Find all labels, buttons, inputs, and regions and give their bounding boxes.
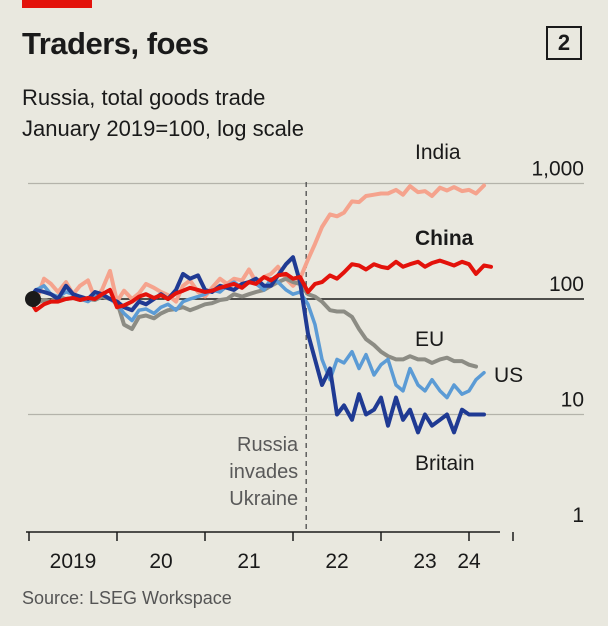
x-axis: 2019 20 21 22 23 24 xyxy=(26,531,514,573)
invasion-label-line: Russia xyxy=(237,434,299,456)
series-label-china: China xyxy=(415,227,474,250)
series-label-us: US xyxy=(494,364,523,387)
x-tick-label: 24 xyxy=(457,550,481,573)
invasion-label-line: Ukraine xyxy=(229,488,298,510)
series-label-india: India xyxy=(415,141,461,164)
chart-subtitle: Russia, total goods trade January 2019=1… xyxy=(22,82,304,144)
series-label-britain: Britain xyxy=(415,452,475,475)
series-line-china xyxy=(27,258,493,313)
x-tick-label: 23 xyxy=(413,550,436,573)
x-tick-label: 22 xyxy=(325,550,348,573)
x-tick-label: 2019 xyxy=(50,550,97,573)
chart-number-badge: 2 xyxy=(546,26,582,60)
source-note: Source: LSEG Workspace xyxy=(22,588,232,608)
brand-bar xyxy=(22,0,92,8)
series-labels: India China EU US Britain xyxy=(415,141,523,475)
x-tick-label: 21 xyxy=(237,550,260,573)
y-tick-label: 100 xyxy=(549,273,584,296)
series-line-britain xyxy=(27,255,486,435)
chart-title: Traders, foes xyxy=(22,26,209,61)
y-tick-label: 1 xyxy=(572,504,584,527)
invasion-marker: Russia invades Ukraine xyxy=(229,182,307,532)
y-tick-label: 1,000 xyxy=(531,158,584,181)
subtitle-line-2: January 2019=100, log scale xyxy=(22,116,304,141)
x-tick-label: 20 xyxy=(149,550,172,573)
invasion-label-line: invades xyxy=(229,461,298,483)
y-tick-label: 10 xyxy=(561,389,584,412)
series-label-eu: EU xyxy=(415,328,444,351)
y-axis-tick-labels: 1 10 100 1,000 xyxy=(531,158,584,528)
start-point-marker xyxy=(25,291,41,307)
subtitle-line-1: Russia, total goods trade xyxy=(22,85,266,110)
series-lines xyxy=(25,183,493,435)
